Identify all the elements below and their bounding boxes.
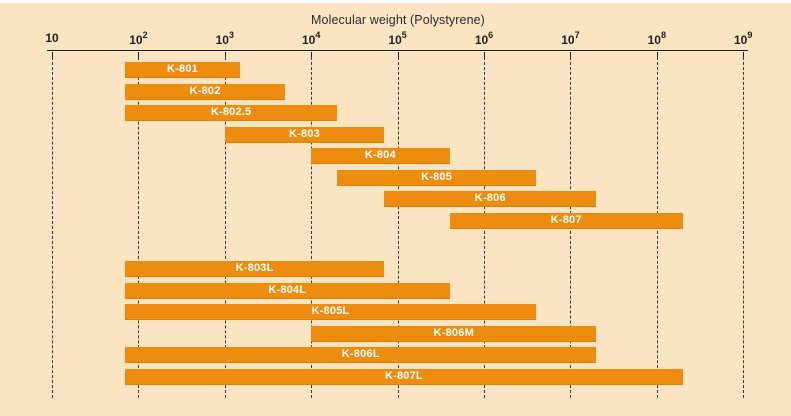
x-tick-mark: [224, 52, 226, 57]
bar-label: K-805L: [311, 305, 350, 317]
bar-label: K-806: [474, 192, 506, 204]
gridline: [224, 57, 226, 398]
bar-K-805: K-805: [337, 169, 536, 186]
bar-label: K-804L: [268, 283, 307, 296]
bar-K-805L: K-805L: [125, 304, 536, 320]
bar-K-806M: K-806M: [311, 325, 597, 342]
x-tick-label: 103: [215, 30, 234, 47]
gridline: [397, 57, 399, 398]
bar-label: K-807L: [384, 369, 423, 382]
bar-K-802: K-802: [125, 83, 286, 100]
bar-label: K-802.5: [210, 106, 252, 118]
bar-label: K-807: [550, 213, 582, 226]
bar-label: K-803L: [235, 262, 274, 274]
x-tick-label: 109: [734, 30, 753, 47]
x-tick-mark: [570, 52, 572, 57]
bar-K-802.5: K-802.5: [125, 105, 338, 121]
x-tick-mark: [138, 52, 140, 57]
bar-K-806L: K-806L: [125, 347, 597, 363]
bar-K-803L: K-803L: [125, 261, 385, 277]
x-axis-line: [47, 50, 748, 51]
gridline: [311, 57, 313, 398]
gridline: [138, 57, 140, 398]
top-border: [0, 0, 791, 3]
x-tick-label: 108: [647, 30, 666, 47]
x-tick-label: 107: [561, 30, 580, 47]
x-tick-label: 102: [129, 30, 148, 47]
x-tick-label: 105: [388, 30, 407, 47]
bar-K-801: K-801: [125, 62, 240, 78]
bar-K-804L: K-804L: [125, 282, 450, 299]
x-tick-mark: [743, 52, 745, 57]
bar-K-807L: K-807L: [125, 368, 683, 385]
x-tick-mark: [484, 52, 485, 57]
chart-title: Molecular weight (Polystyrene): [311, 13, 485, 27]
x-tick-mark: [52, 52, 53, 57]
bar-label: K-805: [421, 170, 453, 183]
bar-label: K-806M: [433, 326, 474, 339]
gridline: [52, 57, 53, 398]
bar-label: K-804: [364, 149, 396, 161]
gridline: [743, 57, 745, 398]
bar-label: K-801: [167, 63, 198, 75]
bar-K-806: K-806: [384, 191, 597, 207]
bar-label: K-806L: [341, 348, 380, 360]
bar-K-807: K-807: [449, 212, 683, 229]
bar-K-803: K-803: [224, 126, 385, 143]
x-tick-mark: [311, 52, 313, 57]
x-tick-label: 10: [45, 31, 59, 45]
x-tick-mark: [397, 52, 399, 57]
x-tick-label: 106: [474, 30, 494, 47]
bar-K-804: K-804: [311, 148, 450, 164]
bar-label: K-803: [289, 127, 320, 140]
x-tick-mark: [656, 52, 658, 57]
x-tick-label: 104: [302, 30, 321, 47]
bar-label: K-802: [189, 84, 221, 97]
